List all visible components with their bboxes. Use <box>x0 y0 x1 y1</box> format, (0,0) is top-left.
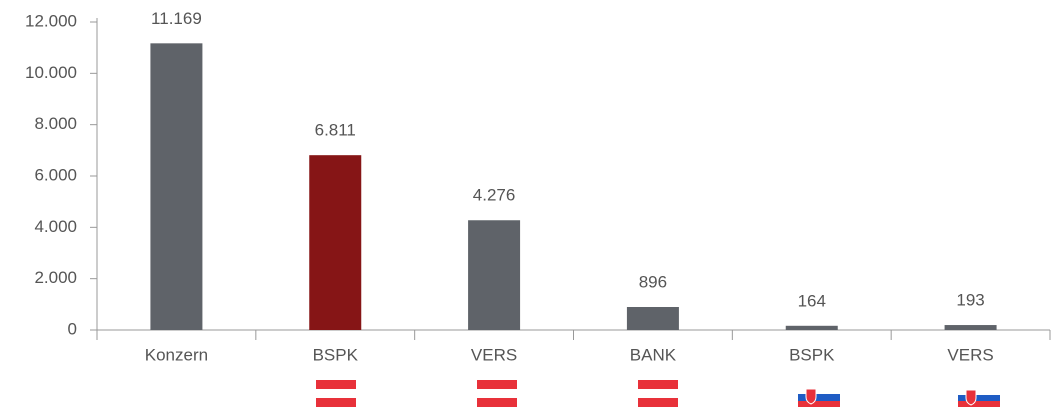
x-tick-label: BANK <box>630 345 677 364</box>
flag-slovakia <box>798 387 840 407</box>
flag-austria <box>316 380 356 407</box>
flag-austria <box>477 380 517 407</box>
bar <box>785 325 838 330</box>
y-tick-label: 0 <box>68 319 77 338</box>
value-label: 4.276 <box>473 186 516 205</box>
y-tick-label: 10.000 <box>25 63 77 82</box>
x-tick-label: VERS <box>947 345 993 364</box>
y-tick-label: 12.000 <box>25 11 77 30</box>
y-tick-label: 8.000 <box>34 114 77 133</box>
y-tick-label: 6.000 <box>34 165 77 184</box>
y-tick-label: 4.000 <box>34 217 77 236</box>
value-label: 164 <box>798 291 826 310</box>
bar <box>944 325 997 330</box>
bar <box>150 43 203 330</box>
bar <box>468 220 521 330</box>
value-label: 6.811 <box>315 121 356 140</box>
x-tick-label: Konzern <box>145 345 208 364</box>
y-tick-label: 2.000 <box>34 268 77 287</box>
x-tick-label: BSPK <box>313 345 359 364</box>
bar <box>309 155 362 330</box>
value-label: 896 <box>639 272 667 291</box>
x-tick-label: VERS <box>471 345 517 364</box>
bar <box>626 307 679 330</box>
value-label: 193 <box>956 291 984 310</box>
flag-slovakia <box>958 389 1000 407</box>
value-label: 11.169 <box>151 9 202 28</box>
x-tick-label: BSPK <box>789 345 835 364</box>
flag-austria <box>638 380 678 407</box>
